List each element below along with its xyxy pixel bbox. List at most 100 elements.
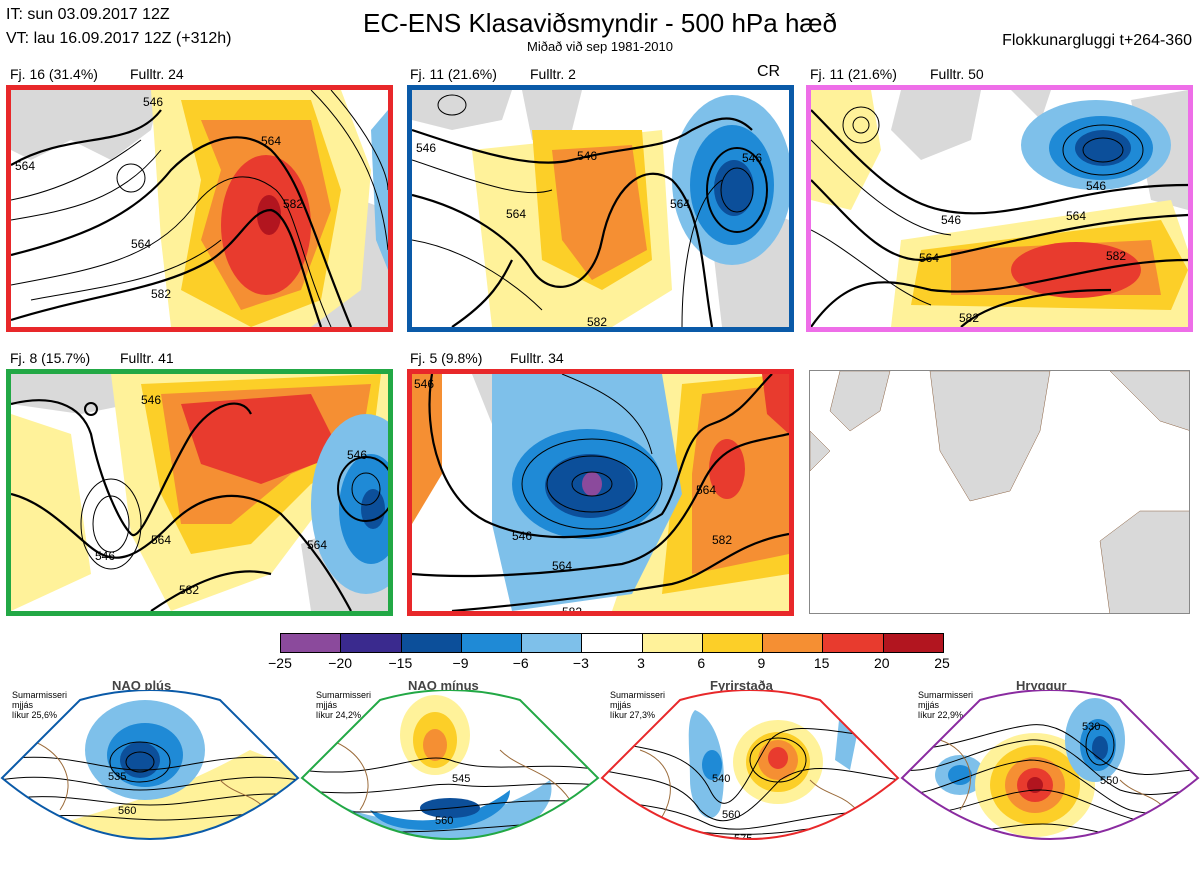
representative-tag: CR [757, 63, 781, 80]
anomaly-shading [472, 95, 789, 327]
contour-label: 546 [742, 151, 762, 165]
panel-1-member: Fulltr. 24 [130, 66, 184, 82]
contour-label: 564 [696, 483, 716, 497]
colorbar-tick-label: 6 [697, 655, 706, 671]
colorbar-segment [883, 634, 943, 652]
contour-label: 545 [452, 773, 470, 785]
contour-label: 582 [1106, 249, 1126, 263]
colorbar-tick-label: 9 [757, 655, 766, 671]
contour-label: 564 [506, 207, 526, 221]
panel-5-label: Fj. 5 (9.8%) [410, 350, 483, 366]
anomaly-shading [151, 90, 388, 327]
empty-basemap [809, 370, 1190, 614]
colorbar-segment [461, 634, 523, 652]
panel-4-member: Fulltr. 41 [120, 350, 174, 366]
contour-labels: 546 564 546 582 564 546 [95, 393, 367, 597]
regime-season: Sumarmisseri [918, 690, 974, 700]
colorbar-tick-label: −25 [268, 655, 292, 671]
contour-label: 550 [1100, 775, 1118, 787]
regime-ridge: Sumarmisseri mjjás líkur 22,9% Hryggur [900, 678, 1200, 871]
contour-label: 546 [1086, 179, 1106, 193]
colorbar-tick-label: −6 [512, 655, 529, 671]
contour-labels: 564 546 582 564 582 546 [919, 179, 1126, 325]
contour-labels: 546 564 546 582 564 582 [414, 377, 732, 611]
contour-label: 560 [722, 809, 740, 821]
colorbar-tick-label: 15 [813, 655, 830, 671]
contour-label: 582 [179, 583, 199, 597]
contour-label: 535 [108, 771, 126, 783]
anomaly-shading [412, 374, 789, 611]
contour-label: 575 [734, 833, 752, 845]
contour-label: 560 [435, 815, 453, 827]
colorbar-segment [341, 634, 402, 652]
contour-label: 582 [959, 311, 979, 325]
panel-3-label: Fj. 11 (21.6%) [810, 66, 897, 82]
regime-blocking: Sumarmisseri mjjás líkur 27,3% Fyrirstað… [600, 678, 900, 871]
page-title: EC-ENS Klasaviðsmyndir - 500 hPa hæð [363, 8, 837, 38]
colorbar-tick-label: 20 [874, 655, 890, 671]
cluster-map-1: 546 564 582 564 582 564 [6, 85, 393, 332]
colorbar-tick-label: 3 [637, 655, 645, 671]
contour-label: 564 [131, 237, 151, 251]
contour-label: 564 [151, 533, 171, 547]
cluster-map-3: 564 546 582 564 582 546 [806, 85, 1193, 332]
colorbar-tick-label: 25 [934, 655, 950, 671]
colorbar-segment [642, 634, 703, 652]
panel-3-member: Fulltr. 50 [930, 66, 984, 82]
height-contours [11, 90, 388, 327]
init-time: IT: sun 03.09.2017 12Z [6, 6, 170, 23]
contour-label: 564 [15, 159, 35, 173]
regime-months: mjjás [610, 700, 632, 710]
colorbar-tick-label: −9 [452, 655, 469, 671]
contour-labels: 546 564 582 564 582 564 [15, 95, 303, 301]
panel-2-label: Fj. 11 (21.6%) [410, 66, 497, 82]
regime-probability: líkur 25,6% [12, 710, 58, 720]
contour-label: 564 [919, 251, 939, 265]
contour-label: 582 [283, 197, 303, 211]
panel-4-label: Fj. 8 (15.7%) [10, 350, 91, 366]
contour-label: 540 [712, 773, 730, 785]
cluster-map-4: 546 564 546 582 564 546 [6, 369, 393, 616]
colorbar-segment [702, 634, 764, 652]
colorbar-segment [401, 634, 462, 652]
contour-label: 560 [118, 805, 136, 817]
contour-label: 546 [416, 141, 436, 155]
colorbar-tick-label: −3 [572, 655, 589, 671]
contour-label: 546 [143, 95, 163, 109]
regime-months: mjjás [12, 700, 34, 710]
regime-nao-minus: Sumarmisseri mjjás líkur 24,2% NAO mínus [300, 678, 600, 871]
cluster-map-5: 546 564 546 582 564 582 [407, 369, 794, 616]
valid-time: VT: lau 16.09.2017 12Z (+312h) [6, 30, 232, 47]
contour-label: 546 [141, 393, 161, 407]
contour-label: 546 [347, 448, 367, 462]
anomaly-colorbar [280, 633, 944, 653]
page-subtitle: Miðað við sep 1981-2010 [527, 39, 673, 54]
classification-window: Flokkunargluggi t+264-360 [1002, 32, 1192, 49]
panel-1-label: Fj. 16 (31.4%) [10, 66, 98, 82]
contour-label: 546 [577, 149, 597, 163]
contour-label: 546 [941, 213, 961, 227]
contour-label: 564 [307, 538, 327, 552]
colorbar-tick-label: −20 [328, 655, 353, 671]
contour-label: 582 [562, 605, 582, 611]
colorbar-tick-label: −15 [388, 655, 413, 671]
regime-probability: líkur 24,2% [316, 710, 362, 720]
regime-nao-plus: Sumarmisseri mjjás líkur 25,6% NAO plús [0, 678, 300, 871]
regime-months: mjjás [918, 700, 940, 710]
contour-label: 564 [1066, 209, 1086, 223]
contour-label: 564 [552, 559, 572, 573]
regime-season: Sumarmisseri [12, 690, 68, 700]
contour-labels: 546 564 546 582 564 546 [416, 141, 762, 327]
height-contours [412, 374, 789, 611]
colorbar-segment [763, 634, 824, 652]
contour-label: 575 [445, 851, 463, 863]
contour-label: 564 [670, 197, 690, 211]
colorbar-segment [281, 634, 342, 652]
contour-label: 546 [512, 529, 532, 543]
height-contours [412, 94, 768, 327]
colorbar-segment [522, 634, 583, 652]
colorbar-segment [823, 634, 884, 652]
contour-label: 564 [261, 134, 281, 148]
cluster-map-2: 546 564 546 582 564 546 [407, 85, 794, 332]
anomaly-shading [11, 374, 388, 611]
